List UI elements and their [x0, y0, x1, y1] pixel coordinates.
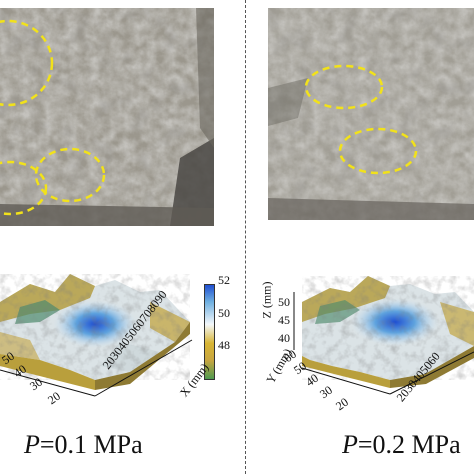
surface-plot-left: 52 50 48 50 40 30 20 2030405060708090 X …: [0, 262, 245, 422]
z-tick-label: 45: [278, 313, 290, 327]
pressure-value: =0.2 MPa: [357, 432, 461, 458]
surface-plot-right: Z (mm) 50 45 40 Y (mm) 60 50 40 30 20 20…: [250, 262, 474, 422]
z-tick-label: 50: [278, 295, 290, 309]
specimen-photo-right: [268, 8, 474, 220]
z-tick-label: 40: [278, 331, 290, 345]
defect-ellipse: [0, 160, 48, 216]
defect-ellipse: [338, 127, 418, 175]
defect-ellipse: [304, 64, 384, 110]
colorbar-tick-label: 50: [218, 306, 230, 320]
pressure-symbol: P: [342, 432, 358, 458]
pressure-symbol: P: [24, 430, 40, 459]
defect-ellipse: [34, 147, 106, 203]
panel-divider: [245, 0, 246, 474]
defect-ellipse: [0, 19, 54, 107]
colorbar-tick-label: 52: [218, 273, 230, 287]
colorbar: [204, 284, 215, 380]
colorbar-tick-label: 48: [218, 338, 230, 352]
pressure-value: =0.1 MPa: [39, 430, 143, 459]
pressure-caption-left: P=0.1 MPa: [24, 432, 143, 458]
pressure-caption-right: P=0.2 MPa: [342, 432, 474, 458]
specimen-photo-left: [0, 8, 214, 226]
